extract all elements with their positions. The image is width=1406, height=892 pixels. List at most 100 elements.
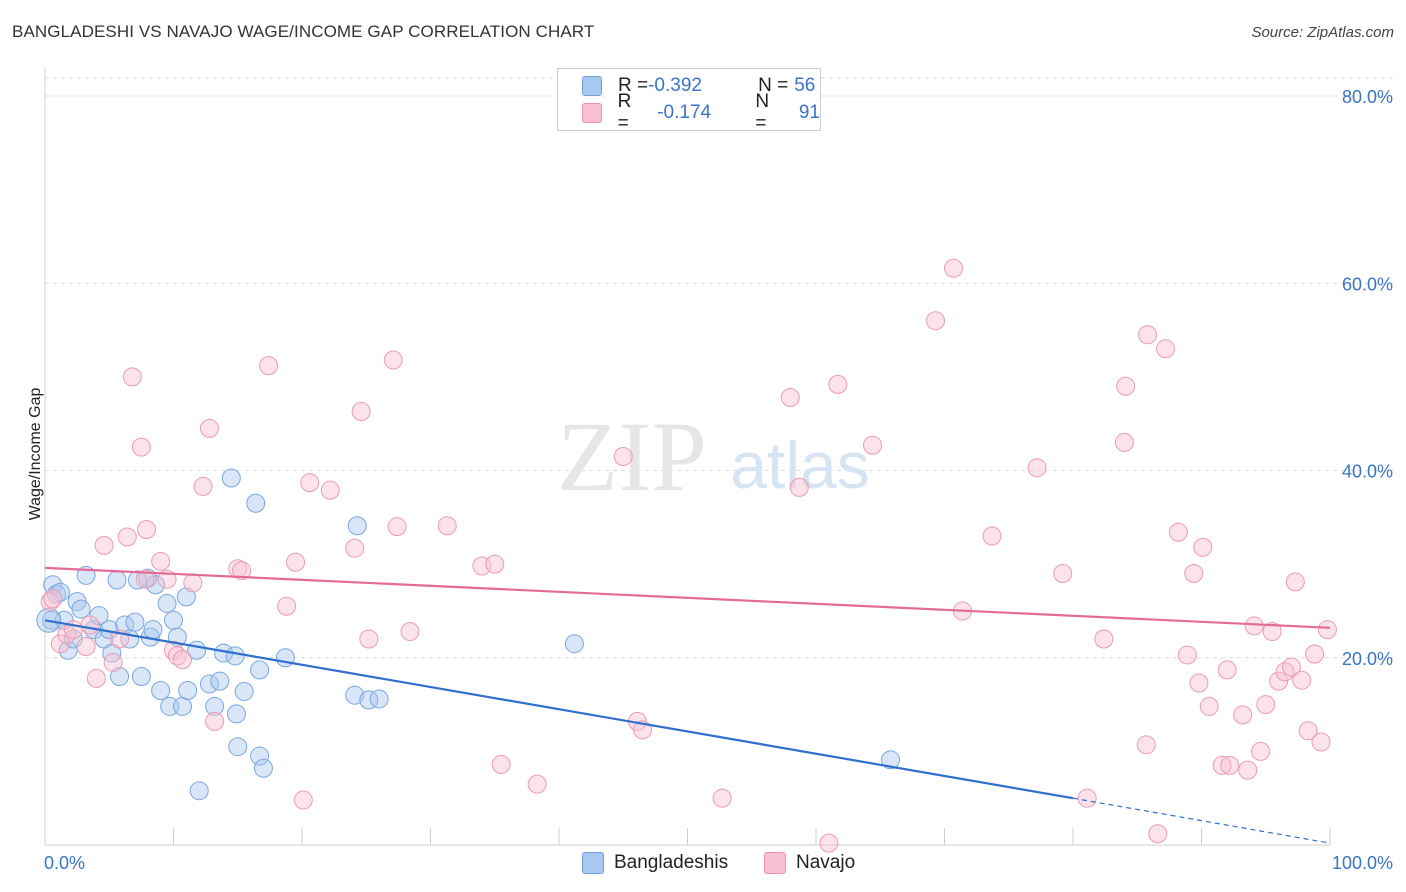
data-point bbox=[107, 570, 127, 590]
data-point bbox=[151, 551, 171, 571]
data-point bbox=[172, 650, 192, 670]
trend-line-bangladeshis-extension bbox=[1072, 797, 1331, 844]
data-point bbox=[485, 554, 505, 574]
data-point bbox=[58, 640, 78, 660]
data-point bbox=[125, 612, 145, 632]
data-point bbox=[246, 493, 266, 513]
data-point bbox=[94, 535, 114, 555]
data-point bbox=[164, 610, 183, 630]
data-point bbox=[151, 681, 171, 701]
tick-labels: 20.0% 40.0% 60.0% 80.0% 0.0% 100.0% bbox=[44, 87, 1393, 873]
data-point bbox=[1269, 671, 1289, 691]
series-navajo bbox=[40, 258, 1337, 853]
data-point bbox=[277, 596, 297, 616]
data-point bbox=[347, 516, 367, 536]
data-point bbox=[881, 750, 901, 770]
data-point bbox=[205, 711, 225, 731]
x-tick-label: 0.0% bbox=[44, 853, 85, 873]
data-point bbox=[1212, 755, 1232, 775]
data-point bbox=[1199, 696, 1219, 716]
data-point bbox=[86, 668, 106, 688]
data-point bbox=[1156, 339, 1176, 359]
data-point bbox=[189, 781, 209, 801]
data-point bbox=[943, 258, 963, 278]
bottom-legend-bangladeshis: Bangladeshis bbox=[582, 852, 728, 874]
data-point bbox=[1148, 824, 1168, 844]
data-point bbox=[1305, 644, 1325, 664]
data-point bbox=[527, 774, 547, 794]
data-point bbox=[1238, 760, 1258, 780]
data-point bbox=[789, 477, 809, 497]
data-point bbox=[1311, 732, 1331, 752]
data-point bbox=[1217, 660, 1237, 680]
data-point bbox=[1114, 432, 1134, 452]
data-point bbox=[131, 437, 151, 457]
data-point bbox=[167, 646, 187, 666]
data-point bbox=[1077, 788, 1097, 808]
x-tick-label: 100.0% bbox=[1332, 853, 1393, 873]
data-point bbox=[76, 637, 96, 657]
legend-row-navajo: R = -0.174 N = 91 bbox=[582, 91, 820, 134]
data-point bbox=[712, 788, 732, 808]
y-tick-label: 60.0% bbox=[1342, 274, 1393, 294]
legend-swatch-pink bbox=[582, 103, 602, 123]
data-point bbox=[491, 754, 511, 774]
data-point bbox=[71, 599, 91, 619]
data-point bbox=[400, 622, 420, 642]
bottom-legend-swatch-blue bbox=[582, 852, 604, 874]
data-point bbox=[131, 666, 151, 686]
data-point bbox=[828, 374, 848, 394]
data-point bbox=[225, 646, 245, 666]
data-point bbox=[80, 615, 100, 635]
data-point bbox=[117, 527, 137, 547]
data-point bbox=[43, 575, 63, 595]
chart-source: Source: ZipAtlas.com bbox=[1251, 24, 1394, 41]
data-point bbox=[1298, 721, 1318, 741]
bottom-legend-label: Navajo bbox=[796, 852, 856, 873]
data-point bbox=[1184, 563, 1204, 583]
data-point bbox=[780, 387, 800, 407]
legend-r-value: -0.174 bbox=[657, 102, 712, 123]
data-point bbox=[1262, 622, 1282, 642]
data-point bbox=[369, 689, 389, 709]
data-point bbox=[345, 538, 365, 558]
trend-line-navajo bbox=[44, 566, 1331, 629]
data-point bbox=[351, 402, 371, 422]
data-point bbox=[143, 620, 163, 640]
data-point bbox=[135, 569, 155, 589]
watermark-atlas: atlas bbox=[730, 428, 869, 502]
data-point bbox=[1233, 705, 1253, 725]
data-point bbox=[1116, 376, 1136, 396]
data-point bbox=[1136, 735, 1156, 755]
data-point bbox=[253, 758, 273, 778]
data-point bbox=[172, 696, 192, 716]
legend-n-value: 91 bbox=[798, 102, 820, 123]
data-point bbox=[387, 517, 407, 537]
data-point bbox=[226, 704, 246, 724]
legend-box: R = -0.392 N = 56 R = -0.174 N = 91 bbox=[557, 68, 821, 134]
data-point bbox=[250, 746, 270, 766]
data-point bbox=[1220, 755, 1240, 775]
y-tick-label: 20.0% bbox=[1342, 649, 1393, 669]
data-point bbox=[43, 589, 63, 609]
legend-swatch-blue bbox=[582, 76, 602, 96]
data-point bbox=[122, 367, 142, 387]
data-point bbox=[1138, 325, 1158, 345]
data-point bbox=[1292, 670, 1312, 690]
data-point bbox=[1281, 657, 1301, 677]
data-point bbox=[926, 311, 946, 331]
data-point bbox=[178, 681, 198, 701]
data-point bbox=[259, 356, 279, 376]
data-point bbox=[1053, 563, 1073, 583]
trend-line-bangladeshis bbox=[44, 619, 1074, 800]
data-point bbox=[103, 652, 123, 672]
data-point bbox=[210, 671, 230, 691]
data-point bbox=[1177, 645, 1197, 665]
data-point bbox=[1251, 741, 1271, 761]
data-point bbox=[437, 516, 457, 536]
data-point bbox=[345, 685, 365, 705]
data-point bbox=[1317, 620, 1337, 640]
legend-n-label: N = bbox=[755, 91, 770, 134]
data-point bbox=[157, 593, 177, 613]
data-point bbox=[613, 446, 633, 466]
